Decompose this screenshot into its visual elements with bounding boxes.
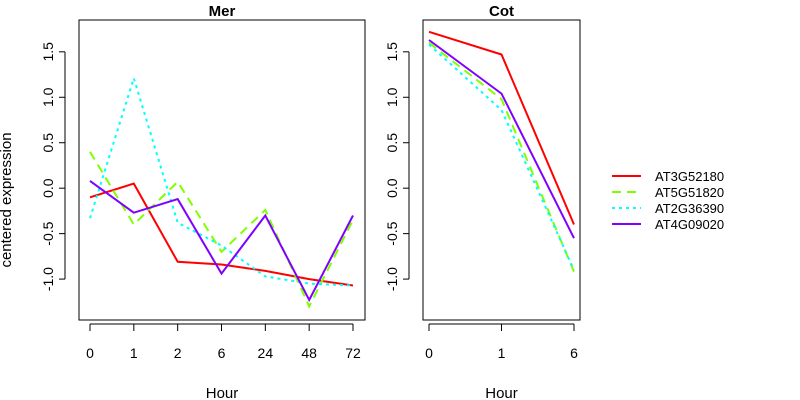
legend-item: AT3G52180 — [612, 169, 724, 184]
x-axis-label-mer: Hour — [206, 385, 239, 400]
x-tick-label-cot: 6 — [570, 345, 578, 361]
legend-item: AT5G51820 — [612, 185, 724, 200]
x-tick-label-mer: 2 — [174, 345, 182, 361]
y-tick-label-cot: 0.5 — [384, 133, 400, 153]
panel-title-cot: Cot — [489, 3, 514, 20]
y-tick-label-mer: -0.5 — [40, 221, 56, 245]
series-line-cot-at5g51820 — [428, 41, 575, 273]
series-line-mer-at3g52180 — [89, 182, 354, 287]
x-tick-label-cot: 1 — [498, 345, 506, 361]
y-tick-label-cot: -0.5 — [384, 221, 400, 245]
legend-item: AT2G36390 — [612, 201, 724, 216]
y-tick-label-cot: 1.5 — [384, 42, 400, 62]
legend-label: AT3G52180 — [655, 169, 724, 184]
y-tick-label-mer: 1.0 — [40, 87, 56, 107]
y-tick-label-mer: 1.5 — [40, 42, 56, 62]
y-tick-label-mer: 0.5 — [40, 133, 56, 153]
series-line-cot-at4g09020 — [428, 39, 575, 239]
legend-label: AT4G09020 — [655, 217, 724, 232]
y-tick-label-cot: 0.0 — [384, 178, 400, 198]
y-tick-label-mer: -1.0 — [40, 267, 56, 291]
panel-title-mer: Mer — [209, 3, 236, 20]
y-axis-label: centered expression — [0, 132, 15, 267]
y-tick-label-mer: 0.0 — [40, 178, 56, 198]
y-tick-label-cot: 1.0 — [384, 87, 400, 107]
legend-item: AT4G09020 — [612, 217, 724, 232]
series-line-mer-at5g51820 — [89, 151, 354, 309]
x-tick-label-cot: 0 — [425, 345, 433, 361]
x-tick-label-mer: 1 — [130, 345, 138, 361]
x-tick-label-mer: 0 — [86, 345, 94, 361]
x-tick-label-mer: 48 — [301, 345, 317, 361]
legend-label: AT2G36390 — [655, 201, 724, 216]
series-line-cot-at3g52180 — [428, 30, 575, 225]
y-tick-label-cot: -1.0 — [384, 267, 400, 291]
plot-area-mer — [78, 19, 366, 321]
plot-area-cot — [422, 19, 581, 321]
legend-label: AT5G51820 — [655, 185, 724, 200]
series-line-mer-at2g36390 — [89, 74, 354, 287]
x-tick-label-mer: 72 — [345, 345, 361, 361]
x-tick-label-mer: 24 — [258, 345, 274, 361]
panel-mer: Mer -1.0 -0.5 0.0 0.5 1.0 1.5 0 1 2 6 24 48 72 Hour — [40, 3, 366, 400]
panel-cot: Cot -1.0 -0.5 0.0 0.5 1.0 1.5 0 1 6 Hour — [384, 3, 581, 400]
x-tick-label-mer: 6 — [218, 345, 226, 361]
series-line-cot-at2g36390 — [428, 43, 575, 271]
x-axis-label-cot: Hour — [485, 385, 518, 400]
series-line-mer-at4g09020 — [89, 180, 354, 303]
